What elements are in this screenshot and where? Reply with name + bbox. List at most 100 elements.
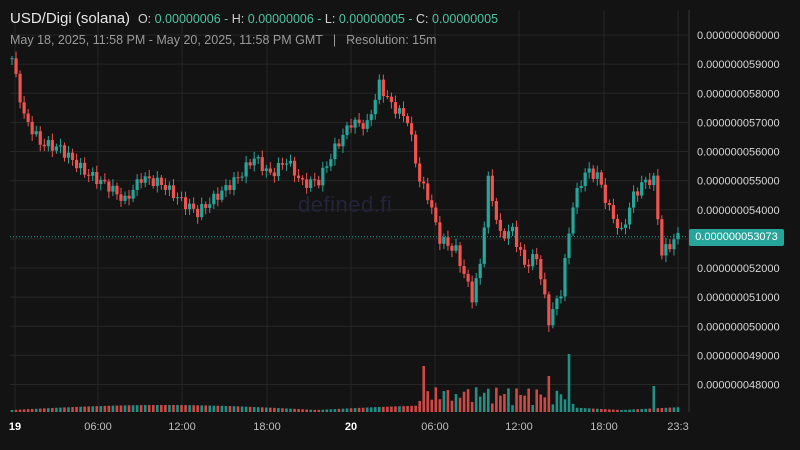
- candle-body: [615, 218, 620, 229]
- candle-body: [325, 166, 329, 168]
- volume-bar: [301, 409, 304, 412]
- candle-body: [482, 227, 486, 264]
- candle-body: [305, 179, 309, 188]
- candle-body: [115, 185, 119, 195]
- x-tick-label: 18:00: [590, 421, 618, 433]
- volume-bar: [660, 407, 664, 412]
- volume-bar: [297, 409, 300, 412]
- volume-bar: [628, 409, 631, 412]
- volume-bar: [434, 387, 438, 412]
- volume-bar: [220, 405, 224, 412]
- volume-bar: [531, 405, 534, 412]
- volume-bar: [470, 401, 474, 412]
- volume-bar: [42, 408, 46, 412]
- pair-title: USD/Digi (solana): [10, 10, 131, 27]
- volume-bar: [636, 409, 639, 412]
- volume-bar: [652, 386, 656, 412]
- candle-body: [208, 204, 212, 208]
- candle-body: [450, 245, 454, 251]
- candle-body: [377, 79, 381, 100]
- volume-bar: [527, 388, 530, 412]
- volume-bar: [365, 407, 369, 412]
- candle-body: [131, 189, 135, 199]
- volume-bar: [632, 409, 635, 412]
- volume-bar: [95, 406, 99, 412]
- candle-body: [276, 163, 280, 177]
- candle-body: [66, 152, 71, 158]
- volume-bar: [83, 406, 86, 412]
- volume-bar: [382, 406, 385, 412]
- candle-body: [292, 160, 297, 176]
- volume-bar: [503, 394, 506, 412]
- volume-bar: [75, 406, 78, 412]
- volume-bar: [551, 404, 555, 412]
- y-tick-label: 0.000000057000: [697, 117, 780, 129]
- volume-bar: [147, 405, 151, 412]
- candle-body: [373, 99, 377, 115]
- chart-subheader: May 18, 2025, 11:58 PM - May 20, 2025, 1…: [10, 33, 437, 47]
- volume-bar: [305, 409, 308, 412]
- candle-body: [547, 294, 551, 326]
- volume-bar: [600, 408, 603, 412]
- candle-body: [87, 174, 91, 176]
- volume-bar: [587, 408, 591, 412]
- volume-bar: [127, 405, 131, 412]
- volume-bar: [143, 405, 147, 412]
- candle-body: [640, 182, 644, 196]
- candle-body: [256, 157, 260, 159]
- volume-bar: [289, 408, 292, 412]
- volume-bar: [164, 405, 167, 412]
- candle-body: [284, 163, 289, 165]
- candle-body: [543, 279, 547, 295]
- candle-body: [498, 219, 502, 231]
- candle-body: [91, 172, 95, 176]
- candle-body: [119, 194, 123, 201]
- volume-bar: [458, 397, 462, 412]
- candle-body: [575, 188, 579, 208]
- volume-bar: [123, 405, 127, 412]
- candle-body: [34, 131, 38, 135]
- volume-bar: [499, 395, 502, 412]
- candle-body: [313, 179, 317, 181]
- volume-bar: [486, 388, 490, 412]
- candle-body: [632, 191, 636, 208]
- candle-body: [434, 207, 438, 223]
- candle-body: [155, 177, 159, 187]
- volume-bar: [131, 405, 135, 412]
- candle-body: [22, 102, 26, 114]
- candle-body: [357, 119, 361, 124]
- volume-bar: [345, 408, 349, 412]
- candle-body: [135, 179, 139, 190]
- candle-body: [369, 114, 373, 121]
- volume-bar: [402, 406, 405, 412]
- x-tick-label: 20: [345, 421, 357, 433]
- volume-bar: [188, 405, 191, 412]
- candle-body: [486, 175, 490, 228]
- candle-body: [175, 197, 180, 199]
- volume-bar: [156, 405, 159, 412]
- volume-bar: [620, 409, 623, 412]
- volume-bar: [591, 408, 595, 412]
- candle-body: [422, 181, 426, 184]
- candle-body: [414, 134, 418, 164]
- candle-body: [579, 186, 583, 189]
- candle-body: [317, 179, 321, 186]
- volume-bar: [604, 409, 607, 412]
- volume-bar: [208, 405, 212, 412]
- x-tick-label: 18:00: [253, 421, 281, 433]
- candle-body: [571, 207, 575, 234]
- volume-bar: [232, 406, 236, 412]
- volume-bar: [414, 405, 417, 412]
- volume-bar: [71, 407, 74, 412]
- candle-body: [301, 178, 305, 180]
- candle-body: [167, 185, 172, 190]
- volume-bar: [426, 391, 430, 412]
- volume-bar: [204, 405, 208, 412]
- volume-bar: [668, 407, 672, 412]
- candle-body: [623, 224, 628, 228]
- volume-bar: [192, 405, 195, 412]
- candle-body: [280, 163, 285, 165]
- volume-bar: [10, 410, 14, 412]
- volume-bar: [111, 405, 115, 412]
